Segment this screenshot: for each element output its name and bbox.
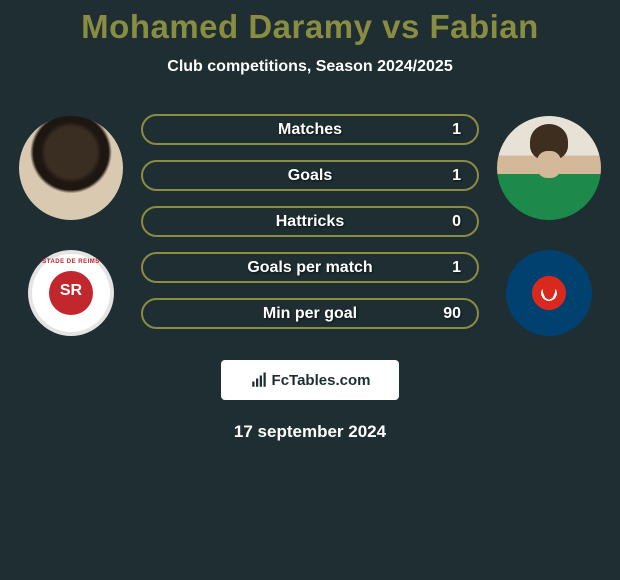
stat-right-value: 90 bbox=[443, 305, 461, 323]
stat-right-value: 1 bbox=[452, 259, 461, 277]
left-column: STADE DE REIMS bbox=[19, 112, 123, 336]
main-row: STADE DE REIMS Matches 1 Goals 1 Hattric… bbox=[0, 112, 620, 336]
watermark: FcTables.com bbox=[221, 360, 399, 400]
stat-right-value: 0 bbox=[452, 213, 461, 231]
stat-bar-hattricks: Hattricks 0 bbox=[141, 206, 479, 237]
infographic-root: Mohamed Daramy vs Fabian Club competitio… bbox=[0, 0, 620, 442]
stat-label: Goals per match bbox=[247, 259, 372, 277]
stat-label: Min per goal bbox=[263, 305, 357, 323]
stat-bars: Matches 1 Goals 1 Hattricks 0 Goals per … bbox=[141, 112, 479, 329]
stat-right-value: 1 bbox=[452, 121, 461, 139]
club-right-badge bbox=[506, 250, 592, 336]
watermark-text: FcTables.com bbox=[272, 372, 371, 389]
club-left-text: STADE DE REIMS bbox=[32, 259, 110, 265]
stat-bar-goals: Goals 1 bbox=[141, 160, 479, 191]
stat-right-value: 1 bbox=[452, 167, 461, 185]
stat-label: Goals bbox=[288, 167, 332, 185]
stat-label: Hattricks bbox=[276, 213, 344, 231]
bar-chart-icon bbox=[250, 371, 268, 389]
stat-label: Matches bbox=[278, 121, 342, 139]
subtitle: Club competitions, Season 2024/2025 bbox=[0, 58, 620, 76]
stat-bar-goals-per-match: Goals per match 1 bbox=[141, 252, 479, 283]
stat-bar-min-per-goal: Min per goal 90 bbox=[141, 298, 479, 329]
page-title: Mohamed Daramy vs Fabian bbox=[0, 8, 620, 46]
stat-bar-matches: Matches 1 bbox=[141, 114, 479, 145]
right-column bbox=[497, 112, 601, 336]
player-left-avatar bbox=[19, 116, 123, 220]
player-right-avatar bbox=[497, 116, 601, 220]
club-left-badge: STADE DE REIMS bbox=[28, 250, 114, 336]
date-text: 17 september 2024 bbox=[0, 422, 620, 442]
